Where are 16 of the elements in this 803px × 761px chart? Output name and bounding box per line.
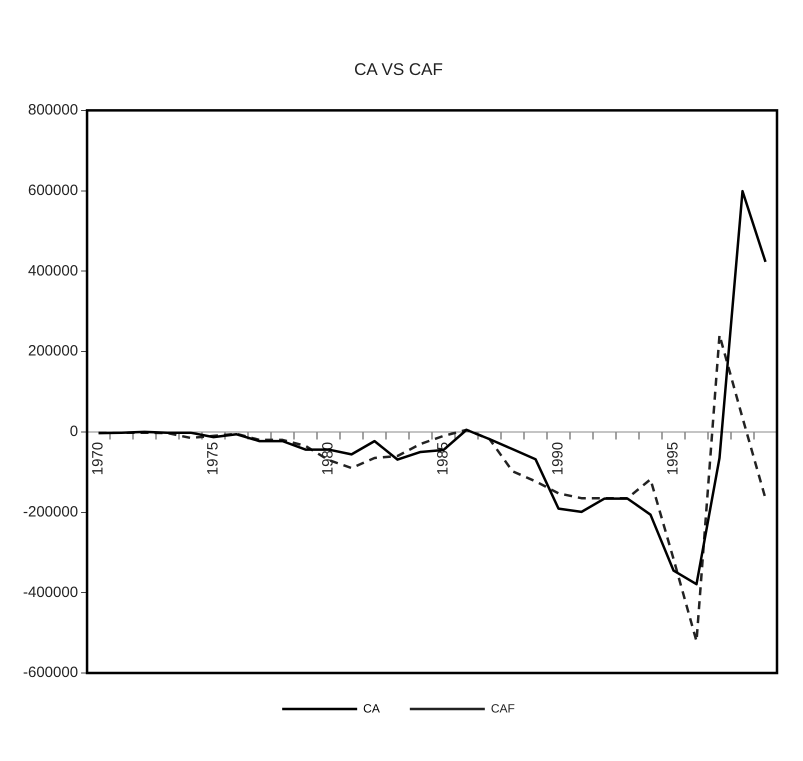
text: CA [363, 701, 380, 716]
y-tick-label: 400000 [28, 262, 78, 280]
y-tick-label: 800000 [28, 102, 78, 119]
x-tick-label: 1985 [434, 442, 452, 476]
y-tick-label: 600000 [28, 182, 78, 199]
x-tick-label: 1975 [204, 442, 222, 476]
y-tick-label: -600000 [22, 664, 78, 682]
y-tick-label: 200000 [28, 342, 78, 360]
x-tick-label: 1995 [664, 442, 682, 476]
text: CAF [490, 701, 515, 716]
x-tick-label: 1970 [90, 442, 107, 476]
y-tick-label: 0 [70, 423, 78, 440]
chart-title: CA VS CAF [354, 60, 443, 79]
x-tick-label: 1990 [550, 442, 567, 476]
y-tick-label: -200000 [22, 503, 78, 520]
y-tick-label: -400000 [22, 584, 78, 601]
